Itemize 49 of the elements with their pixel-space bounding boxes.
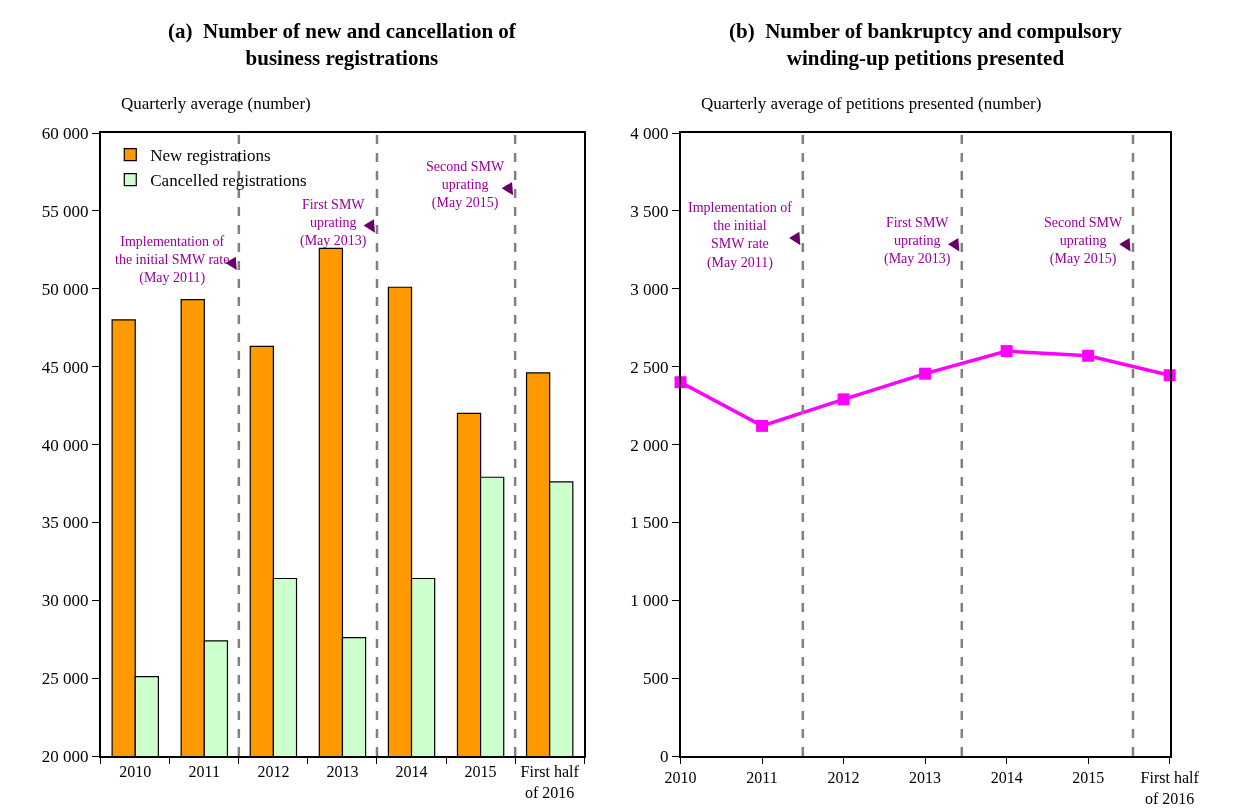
y-tick-label: 500 — [642, 669, 669, 689]
point — [919, 367, 932, 380]
y-tick-label: 3 000 — [630, 279, 669, 299]
annotation: Implementation of the initial SMW rate (May 2011) — [115, 234, 230, 287]
annotation: Second SMW uprating (May 2015) — [426, 159, 505, 212]
x-tick-label: First half of 2016 — [1140, 769, 1200, 807]
y-tick-label: 40 000 — [41, 435, 89, 455]
y-tick-label: 50 000 — [41, 279, 89, 299]
y-tick-label: 2 000 — [630, 435, 669, 455]
x-tick-label: 2015 — [464, 763, 497, 781]
chart-title: (a) Number of new and cancellation of business registrations — [168, 19, 517, 71]
x-tick-label: 2013 — [326, 763, 359, 781]
annotation: Implementation of the initial SMW rate (May 2011) — [688, 200, 793, 271]
y-tick-label: 4 000 — [630, 123, 669, 143]
annotation: Second SMW uprating (May 2015) — [1044, 215, 1123, 268]
y-tick-label: 25 000 — [41, 669, 89, 689]
x-tick-label: First half of 2016 — [520, 763, 580, 801]
point — [756, 419, 769, 432]
annotation: First SMW uprating (May 2013) — [884, 215, 951, 268]
legend-label: New registrations — [150, 146, 271, 166]
y-tick-label: 2 500 — [630, 357, 669, 377]
y-axis-title: Quarterly average of petitions presented (number) — [701, 94, 1042, 113]
x-tick-label: 2012 — [257, 763, 290, 781]
y-tick-label: 35 000 — [41, 513, 89, 533]
y-axis-title: Quarterly average (number) — [121, 94, 311, 113]
legend-label: Cancelled registrations — [150, 171, 307, 191]
y-tick-label: 1 000 — [630, 591, 669, 611]
x-tick-label: 2013 — [909, 769, 942, 787]
point — [1000, 345, 1013, 358]
x-tick-label: 2012 — [827, 769, 860, 787]
x-tick-label: 2010 — [119, 763, 152, 781]
y-tick-label: 1 500 — [630, 513, 669, 533]
x-tick-label: 2011 — [188, 763, 221, 781]
x-tick-label: 2011 — [746, 769, 778, 787]
chart-title: (b) Number of bankruptcy and compulsory winding-up petitions presented — [729, 19, 1123, 71]
x-tick-label: 2014 — [395, 763, 428, 781]
y-tick-label: 45 000 — [41, 357, 89, 377]
x-tick-label: 2015 — [1072, 769, 1105, 787]
y-tick-label: 3 500 — [630, 201, 669, 221]
y-tick-label: 30 000 — [41, 591, 89, 611]
point — [1082, 349, 1095, 362]
y-tick-label: 60 000 — [41, 123, 89, 143]
point — [837, 393, 850, 406]
y-tick-label: 55 000 — [41, 201, 89, 221]
x-tick-label: 2010 — [664, 769, 697, 787]
y-tick-label: 20 000 — [41, 747, 89, 767]
annotation: First SMW uprating (May 2013) — [300, 197, 367, 250]
x-tick-label: 2014 — [990, 769, 1023, 787]
y-tick-label: 0 — [659, 747, 669, 767]
